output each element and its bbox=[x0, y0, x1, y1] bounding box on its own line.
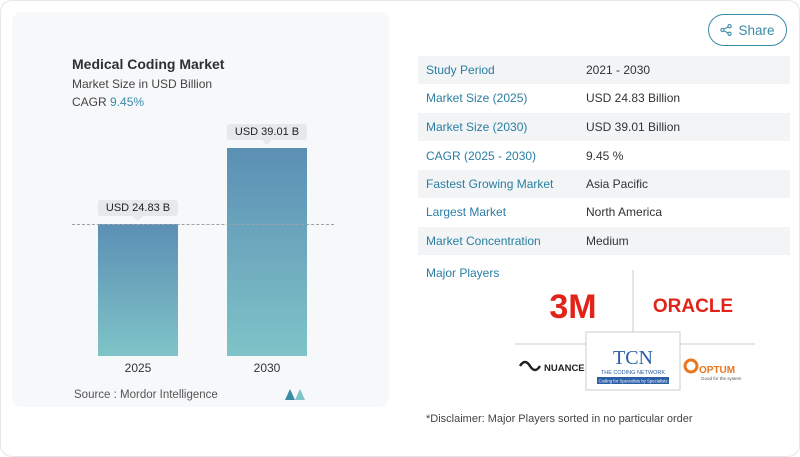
x-tick-label-2030: 2030 bbox=[253, 361, 281, 375]
share-icon bbox=[720, 24, 733, 36]
logo-tcn-tagline: Coding for Specialists by Specialists bbox=[598, 379, 667, 384]
chart-card bbox=[12, 12, 389, 407]
data-label-2025: USD 24.83 B bbox=[97, 199, 179, 221]
logo-optum-text: OPTUM bbox=[699, 365, 735, 376]
chart-source: Source : Mordor Intelligence bbox=[74, 389, 218, 401]
share-label: Share bbox=[738, 22, 775, 38]
stats-value: Medium bbox=[586, 234, 629, 248]
stats-value: North America bbox=[586, 205, 663, 219]
chart-title: Medical Coding Market bbox=[72, 56, 225, 72]
stats-key: Fastest Growing Market bbox=[426, 177, 554, 191]
stats-row-fastest-growing: Fastest Growing Market Asia Pacific bbox=[418, 170, 790, 198]
mordor-logo bbox=[285, 389, 305, 400]
stats-row-market-size-2025: Market Size (2025) USD 24.83 Billion bbox=[418, 84, 790, 112]
stats-key: Market Size (2025) bbox=[426, 91, 528, 105]
logo-tcn: TCN THE CODING NETWORK Coding for Specia… bbox=[597, 347, 669, 384]
bar-2030 bbox=[227, 148, 307, 356]
major-players-label: Major Players bbox=[426, 266, 500, 280]
logo-nuance: NUANCE bbox=[518, 360, 585, 374]
stats-key: Study Period bbox=[426, 63, 495, 77]
logo-nuance-text: NUANCE bbox=[544, 363, 585, 374]
cagr-value: 9.45% bbox=[110, 95, 145, 109]
stats-value: USD 39.01 Billion bbox=[586, 120, 681, 134]
logo-optum: OPTUM Good for the system bbox=[683, 358, 742, 381]
stats-row-largest-market: Largest Market North America bbox=[418, 198, 790, 226]
stats-row-study-period: Study Period 2021 - 2030 bbox=[418, 56, 790, 84]
stats-key: Market Concentration bbox=[426, 234, 541, 248]
stats-row-market-size-2030: Market Size (2030) USD 39.01 Billion bbox=[418, 113, 790, 141]
stats-key: CAGR (2025 - 2030) bbox=[426, 149, 537, 163]
x-tick-label-2025: 2025 bbox=[124, 361, 152, 375]
logo-optum-tagline: Good for the system bbox=[701, 376, 742, 381]
stats-key: Largest Market bbox=[426, 205, 507, 219]
logo-oracle: ORACLE bbox=[653, 296, 733, 317]
major-players-logos: 3M ORACLE NUANCE TCN THE CODING NETWORK … bbox=[515, 270, 755, 391]
logo-3m: 3M bbox=[549, 288, 596, 326]
stats-row-concentration: Market Concentration Medium bbox=[418, 227, 790, 255]
stats-value: 9.45 % bbox=[586, 149, 624, 163]
disclaimer: *Disclaimer: Major Players sorted in no … bbox=[426, 413, 693, 425]
stats-row-cagr: CAGR (2025 - 2030) 9.45 % bbox=[418, 142, 790, 170]
logo-tcn-text: TCN bbox=[613, 347, 653, 369]
stats-key: Market Size (2030) bbox=[426, 120, 528, 134]
stats-value: 2021 - 2030 bbox=[586, 63, 651, 77]
chart-cagr: CAGR 9.45% bbox=[72, 95, 144, 109]
stats-value: USD 24.83 Billion bbox=[586, 91, 681, 105]
data-label-2030: USD 39.01 B bbox=[226, 124, 308, 145]
chart-subtitle: Market Size in USD Billion bbox=[72, 77, 213, 91]
logo-tcn-subtitle: THE CODING NETWORK bbox=[601, 370, 665, 376]
reference-dashed-line bbox=[72, 223, 334, 225]
share-button[interactable]: Share bbox=[708, 14, 787, 46]
bar-2025 bbox=[98, 223, 178, 356]
stats-value: Asia Pacific bbox=[586, 177, 649, 191]
cagr-label: CAGR bbox=[72, 95, 107, 109]
